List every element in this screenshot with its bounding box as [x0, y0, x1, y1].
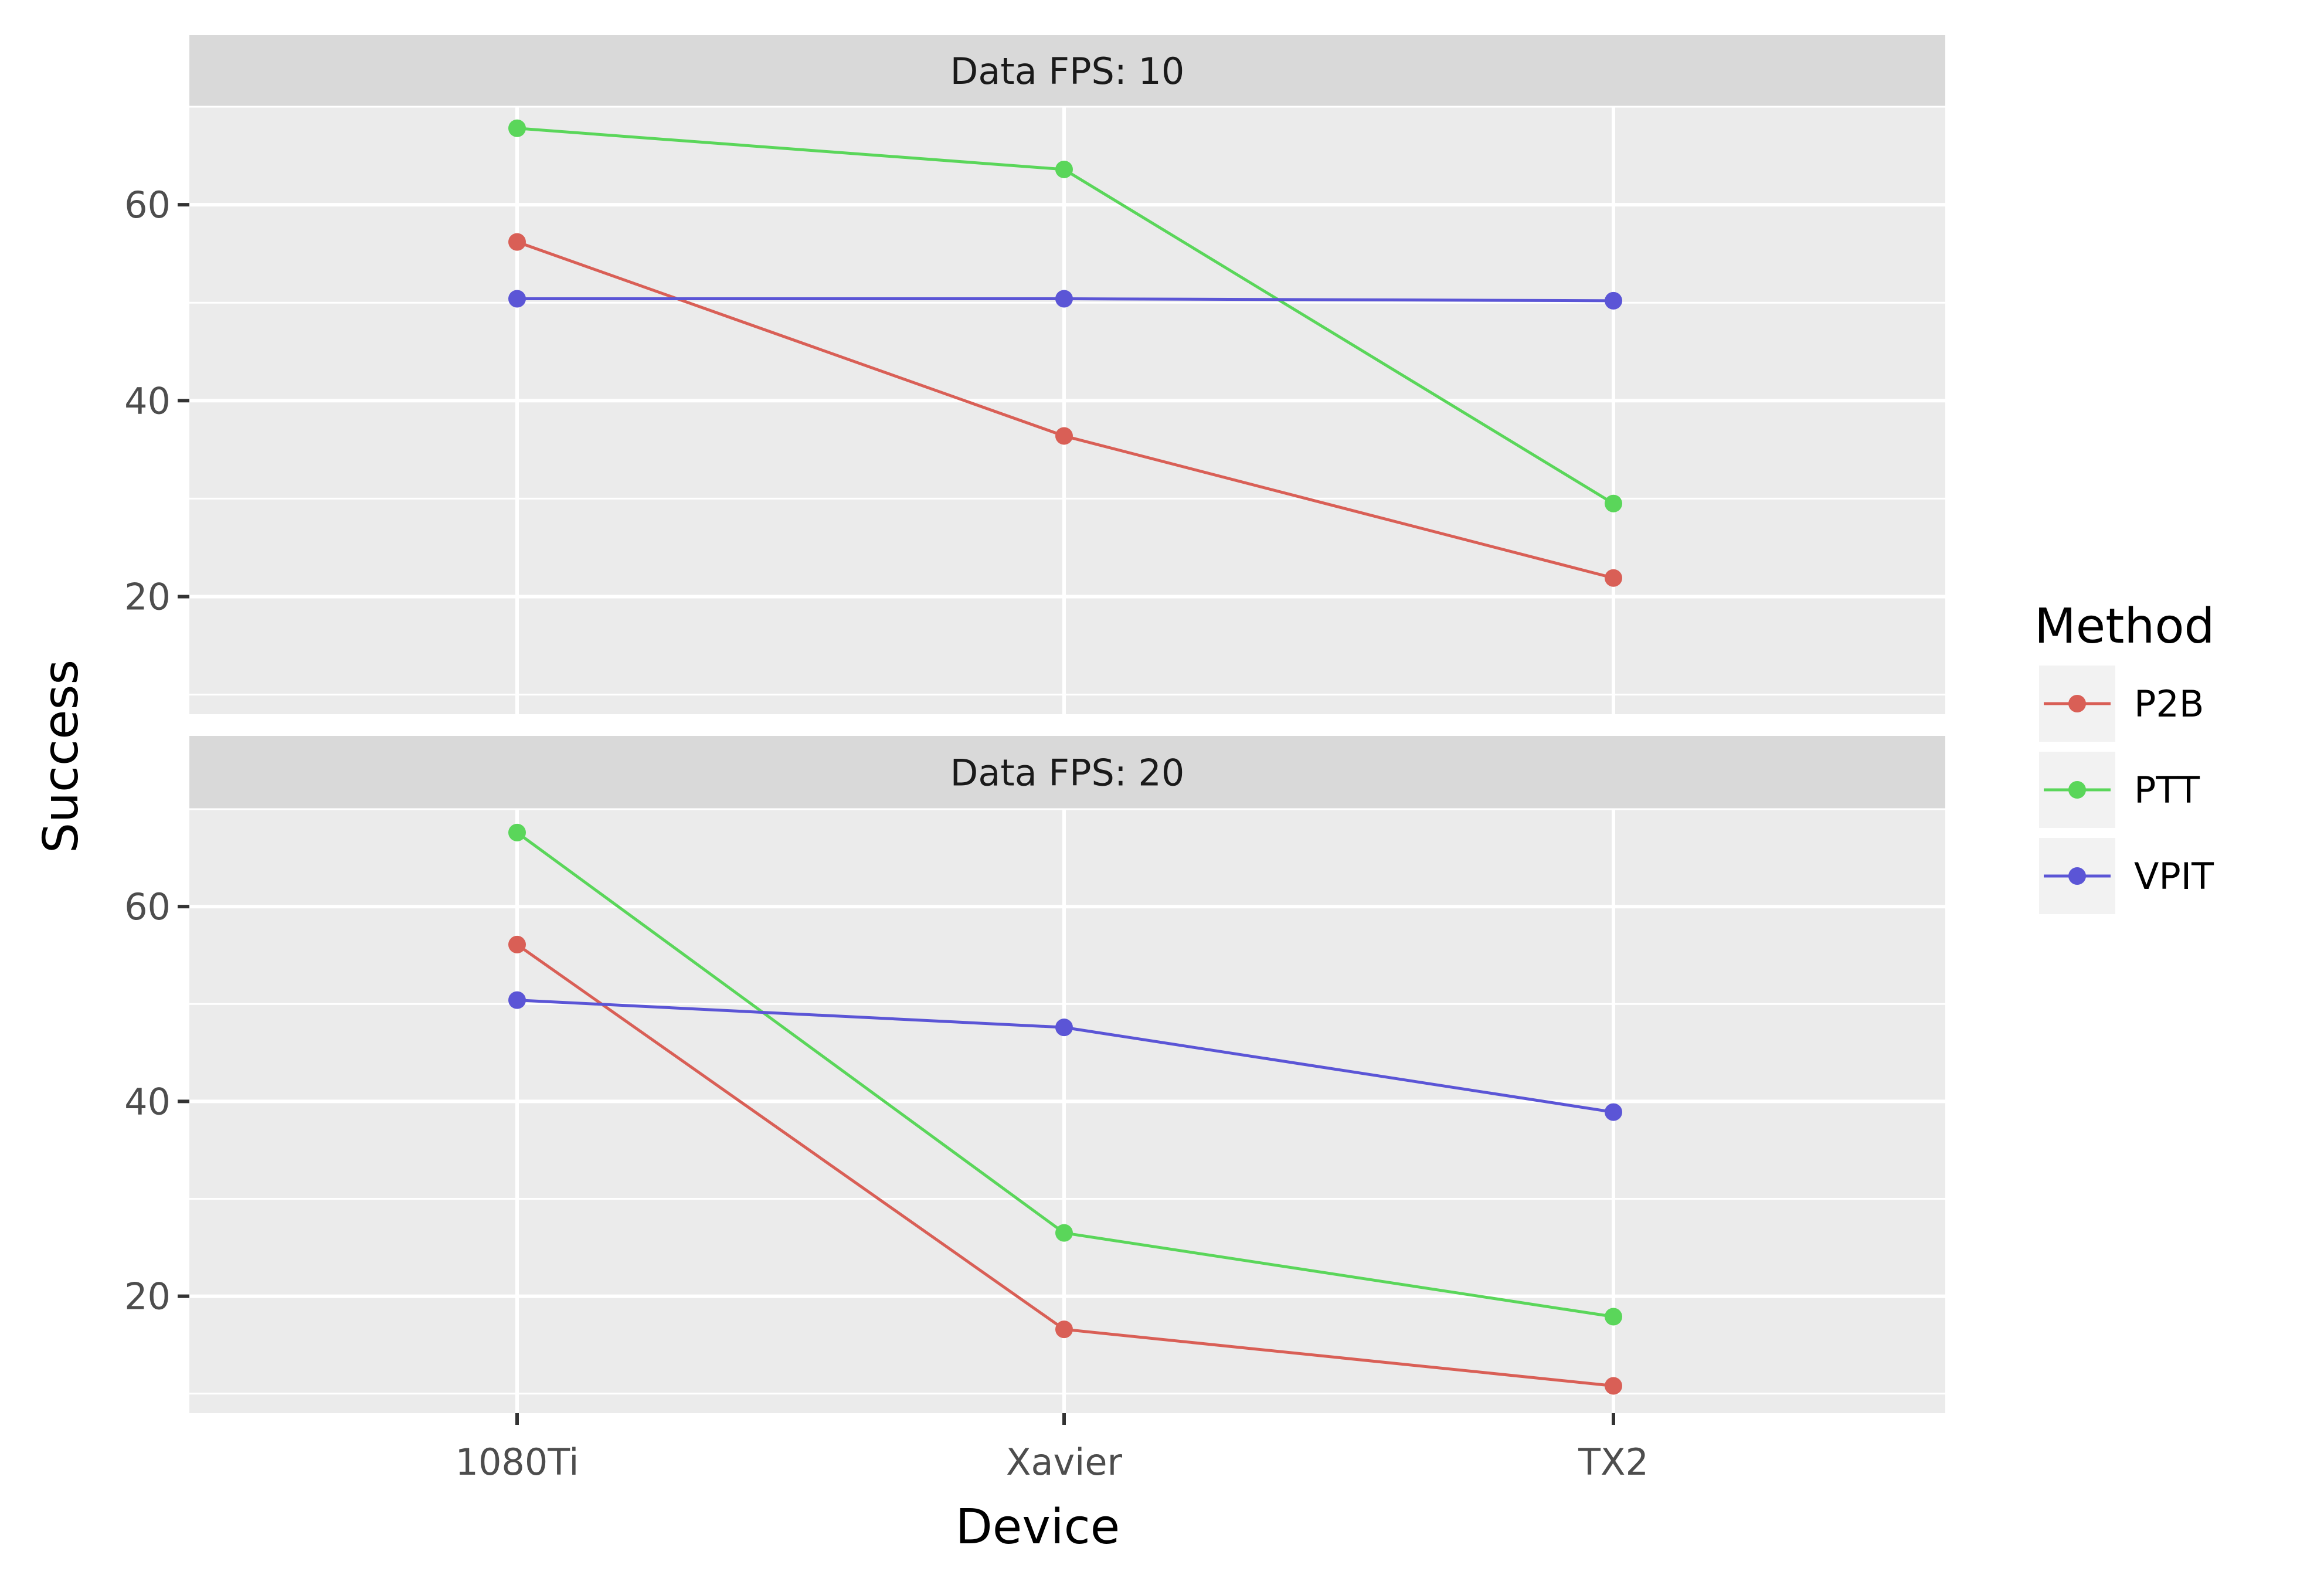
facets: Data FPS: 10 20 40 60 Data FPS: 20 20 40 60: [124, 35, 1945, 1413]
y-tick-label: 20: [124, 575, 171, 618]
facet-strip-label: Data FPS: 20: [950, 752, 1185, 795]
legend: Method P2B PTT VPIT: [2034, 599, 2215, 914]
data-point-p2b: [1605, 1377, 1622, 1395]
panel-background: [189, 809, 1945, 1413]
data-point-vpit: [1605, 291, 1622, 310]
data-point-vpit: [508, 991, 526, 1009]
facet-strip: [189, 736, 1945, 809]
legend-item-p2b: P2B: [2039, 666, 2204, 742]
data-point-vpit: [508, 290, 526, 308]
data-point-ptt: [508, 823, 526, 841]
data-point-vpit: [1055, 290, 1073, 308]
y-tick-label: 40: [124, 1080, 171, 1123]
facet-strip: [189, 35, 1945, 107]
data-point-p2b: [508, 233, 526, 251]
legend-title: Method: [2034, 599, 2215, 654]
legend-item-ptt: PTT: [2039, 752, 2200, 828]
data-point-ptt: [1055, 160, 1073, 178]
x-axis-ticks: 1080Ti Xavier TX2: [456, 1413, 1649, 1483]
facet-panel-1: Data FPS: 10 20 40 60: [124, 35, 1945, 714]
y-tick-label: 20: [124, 1275, 171, 1318]
data-point-ptt: [508, 119, 526, 137]
data-point-vpit: [1055, 1019, 1073, 1037]
y-tick-label: 60: [124, 184, 171, 226]
x-axis-title: Device: [956, 1499, 1120, 1555]
legend-keys: P2B PTT VPIT: [2039, 666, 2214, 914]
legend-key-point: [2068, 695, 2086, 712]
data-point-p2b: [1055, 1320, 1073, 1339]
legend-label: P2B: [2134, 683, 2204, 725]
legend-key-point: [2068, 867, 2086, 885]
panel-background: [189, 107, 1945, 714]
y-axis-title: Success: [33, 660, 89, 853]
facet-panel-2: Data FPS: 20 20 40 60: [124, 736, 1945, 1413]
y-tick-label: 60: [124, 885, 171, 928]
data-point-p2b: [1055, 427, 1073, 445]
x-tick-label: Xavier: [1006, 1441, 1123, 1483]
data-point-ptt: [1605, 1308, 1622, 1326]
legend-label: VPIT: [2134, 855, 2214, 898]
legend-item-vpit: VPIT: [2039, 838, 2214, 914]
data-point-vpit: [1605, 1103, 1622, 1121]
data-point-ptt: [1605, 494, 1622, 512]
data-point-p2b: [1605, 569, 1622, 587]
x-tick-label: TX2: [1578, 1441, 1649, 1483]
data-point-ptt: [1055, 1224, 1073, 1242]
x-tick-label: 1080Ti: [456, 1441, 579, 1483]
facet-strip-label: Data FPS: 10: [950, 50, 1185, 93]
legend-key-point: [2068, 781, 2086, 799]
legend-label: PTT: [2134, 769, 2200, 812]
y-tick-label: 40: [124, 379, 171, 422]
data-point-p2b: [508, 935, 526, 953]
